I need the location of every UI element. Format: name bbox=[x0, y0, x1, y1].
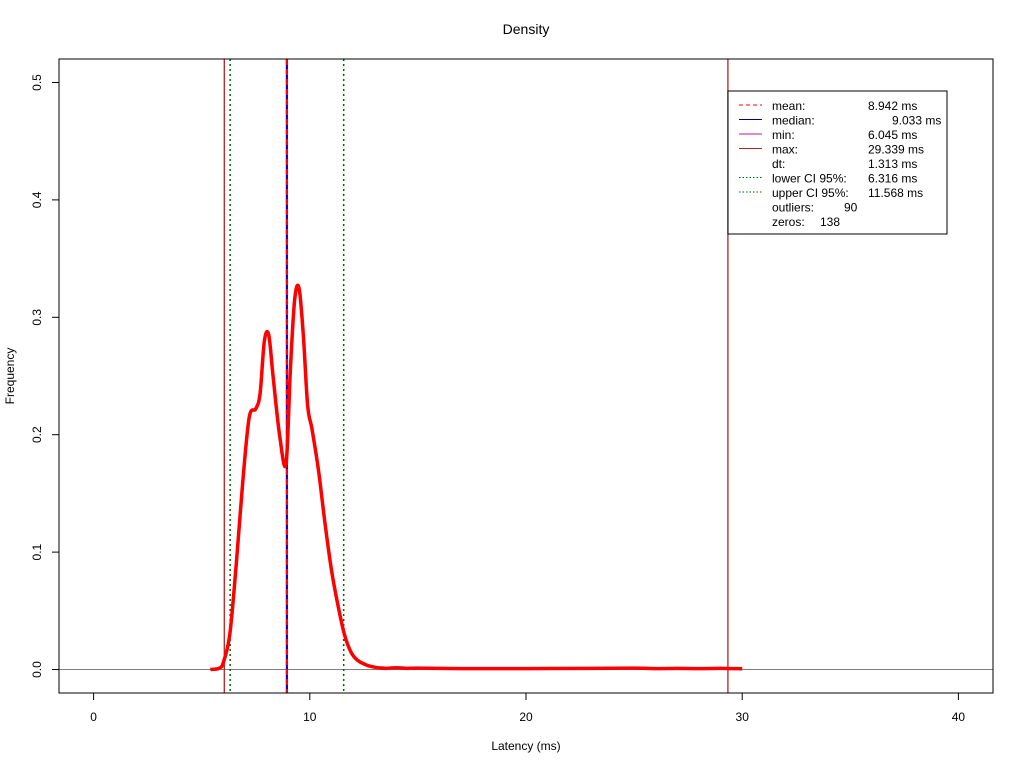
legend-value-4: 1.313 ms bbox=[868, 157, 917, 171]
chart-title: Density bbox=[503, 21, 550, 37]
y-axis-label: Frequency bbox=[3, 348, 17, 405]
legend-label-7: outliers: bbox=[772, 201, 814, 215]
legend-value-3: 29.339 ms bbox=[868, 143, 924, 157]
x-tick-label-2: 20 bbox=[519, 710, 533, 724]
y-tick-label-0: 0.0 bbox=[30, 661, 44, 678]
legend-box bbox=[727, 90, 948, 235]
legend-value-6: 11.568 ms bbox=[868, 186, 923, 200]
legend-value-7: 90 bbox=[844, 201, 858, 215]
axes: 0 10 20 30 40 0.0 0.1 0.2 0.3 0.4 0.5 bbox=[30, 74, 965, 724]
density-series bbox=[210, 283, 743, 672]
y-tick-label-1: 0.1 bbox=[30, 543, 44, 560]
x-tick-label-4: 40 bbox=[952, 710, 966, 724]
legend-label-6: upper CI 95%: bbox=[772, 186, 849, 200]
y-tick-label-4: 0.4 bbox=[30, 191, 44, 208]
legend: mean: 8.942 ms median: 9.033 ms min: 6.045 ms… bbox=[727, 90, 948, 235]
y-tick-label-5: 0.5 bbox=[30, 74, 44, 91]
legend-value-8: 138 bbox=[820, 215, 840, 229]
legend-label-5: lower CI 95%: bbox=[772, 172, 847, 186]
reference-lines bbox=[59, 59, 993, 693]
x-tick-label-1: 10 bbox=[303, 710, 317, 724]
y-tick-label-2: 0.2 bbox=[30, 426, 44, 443]
legend-value-2: 6.045 ms bbox=[868, 128, 917, 142]
x-tick-label-0: 0 bbox=[90, 710, 97, 724]
x-tick-label-3: 30 bbox=[736, 710, 750, 724]
legend-value-5: 6.316 ms bbox=[868, 172, 917, 186]
y-tick-label-3: 0.3 bbox=[30, 309, 44, 326]
legend-label-3: max: bbox=[772, 143, 798, 157]
legend-label-2: min: bbox=[772, 128, 795, 142]
legend-value-1: 9.033 ms bbox=[892, 114, 941, 128]
legend-label-1: median: bbox=[772, 114, 815, 128]
density-line bbox=[210, 283, 743, 672]
legend-label-0: mean: bbox=[772, 99, 805, 113]
legend-value-0: 8.942 ms bbox=[868, 99, 917, 113]
legend-label-4: dt: bbox=[772, 157, 785, 171]
x-axis-label: Latency (ms) bbox=[491, 739, 560, 753]
legend-label-8: zeros: bbox=[772, 215, 805, 229]
